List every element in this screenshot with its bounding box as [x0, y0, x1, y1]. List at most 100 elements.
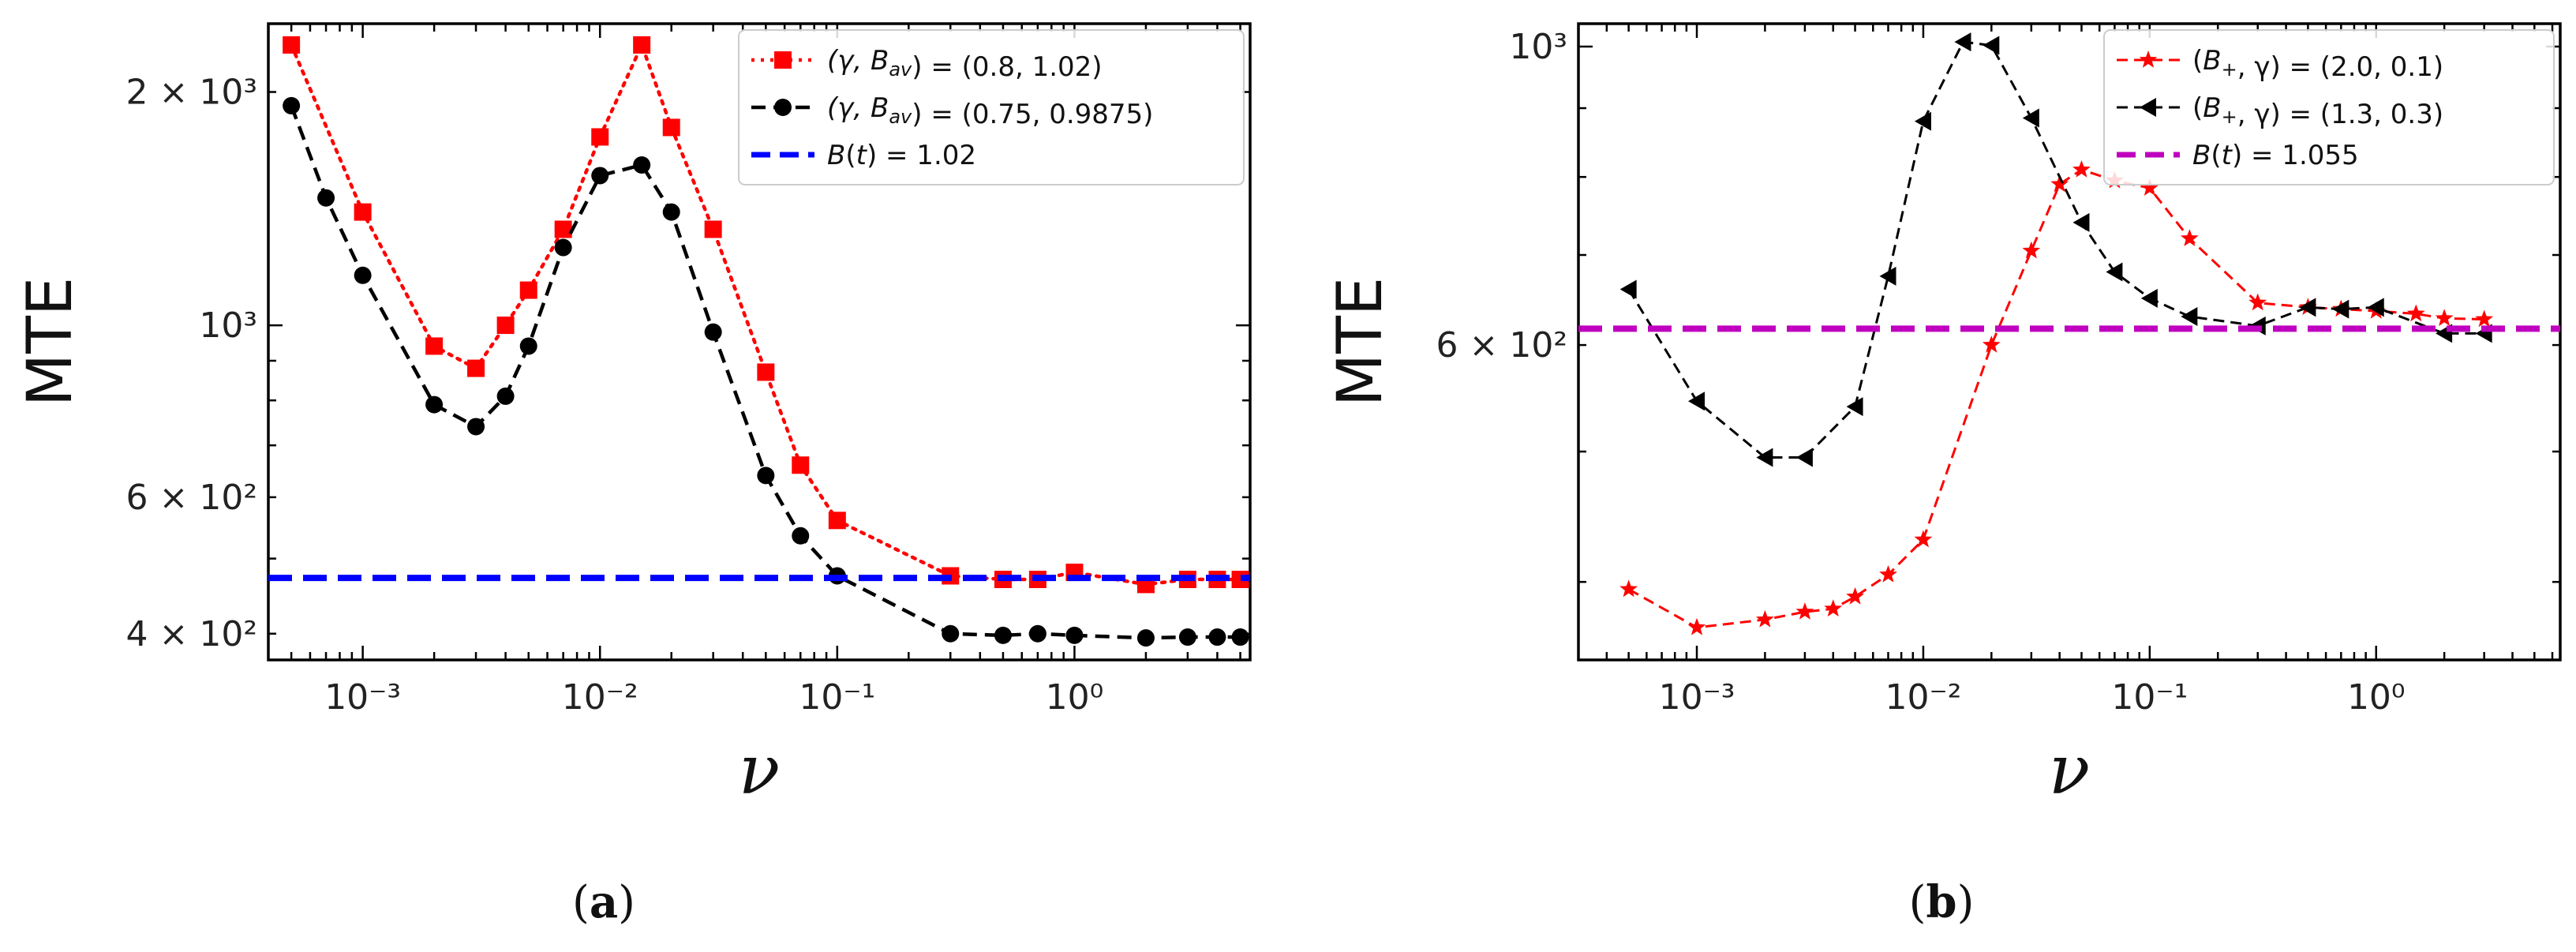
x-tick-label: 10⁻¹ [799, 677, 875, 718]
data-point [2022, 241, 2041, 259]
x-tick-label: 10⁻² [1885, 677, 1962, 718]
data-point [662, 118, 680, 137]
legend-entry: B(t) = 1.02 [751, 140, 976, 171]
tick-labels: 10⁻³ 10⁻² 10⁻¹ 10⁰ 4 × 10² 6 × 10² 10³ 2 × 10³ [126, 73, 1104, 718]
tick-marks [267, 24, 1250, 660]
legend-label: B(t) = 1.055 [2192, 140, 2359, 171]
data-point [591, 167, 609, 185]
data-point [1879, 565, 1897, 583]
y-axis-label: MTE [1325, 277, 1396, 407]
plot-area [1578, 32, 2560, 635]
data-point [2140, 178, 2159, 196]
data-point [1824, 599, 1843, 617]
data-point [662, 203, 680, 221]
series-2 [283, 96, 1249, 647]
data-point [2435, 309, 2454, 326]
legend-label: B(t) = 1.02 [827, 140, 976, 171]
data-point [2050, 174, 2069, 193]
data-point [467, 359, 485, 377]
data-point [1756, 609, 1774, 628]
data-point [1687, 617, 1706, 635]
legend-label: (γ, Bav) = (0.75, 0.9875) [827, 92, 1153, 130]
x-axis-label: ν [2049, 731, 2090, 810]
legend-label: (B+, γ) = (1.3, 0.3) [2192, 92, 2443, 130]
data-point [1231, 628, 1249, 647]
data-point [828, 512, 846, 530]
plot-area [268, 36, 1250, 647]
data-point [1619, 279, 1637, 299]
data-point [317, 189, 335, 207]
data-point [1982, 335, 2001, 353]
legend-box [2103, 29, 2555, 186]
data-point [591, 128, 609, 146]
data-point [1914, 111, 1931, 131]
y-tick-label: 6 × 10² [126, 478, 257, 518]
legend-marker [774, 51, 792, 69]
data-point [1983, 36, 2000, 55]
tick-labels: 10⁻³ 10⁻² 10⁻¹ 10⁰ 6 × 10² 10³ [1436, 27, 2406, 718]
data-point [1136, 629, 1155, 647]
data-point [2072, 160, 2091, 178]
data-point [1846, 587, 1864, 605]
legend-entry: (B+, γ) = (1.3, 0.3) [2117, 92, 2443, 130]
data-point [2181, 229, 2199, 246]
series-line [1627, 168, 2484, 629]
data-point [425, 337, 444, 355]
data-point [1178, 628, 1196, 647]
data-point [792, 527, 810, 545]
y-tick-label: 6 × 10² [1436, 325, 1567, 365]
legend-label: (B+, γ) = (2.0, 0.1) [2192, 45, 2443, 83]
x-tick-label: 10⁻¹ [2111, 677, 2188, 718]
data-point [1756, 448, 1773, 467]
plot-frame [267, 22, 1252, 662]
data-point [942, 624, 960, 643]
data-point [1954, 32, 1971, 52]
legend-marker [774, 99, 792, 116]
legend-entry: B(t) = 1.055 [2117, 140, 2359, 171]
data-point [283, 36, 301, 54]
legend-label: (γ, Bav) = (0.8, 1.02) [827, 45, 1103, 83]
data-point [633, 36, 651, 54]
data-point [792, 456, 810, 474]
caption-a: (a) [572, 876, 635, 928]
data-point [554, 220, 572, 238]
legend-box [738, 29, 1245, 186]
data-point [633, 156, 651, 174]
data-point [757, 363, 775, 381]
data-point [519, 281, 537, 299]
data-point [2140, 288, 2158, 308]
data-point [425, 395, 444, 414]
data-point [1795, 602, 1814, 620]
data-point [1065, 626, 1084, 644]
legend-marker [2139, 51, 2158, 68]
data-point [1619, 579, 1638, 598]
data-point [2367, 298, 2384, 317]
data-point [1914, 530, 1933, 548]
data-point [1688, 392, 1705, 411]
data-point [1208, 628, 1226, 647]
legend-entry: (B+, γ) = (2.0, 0.1) [2117, 45, 2443, 83]
panel-b: 10⁻³ 10⁻² 10⁻¹ 10⁰ 6 × 10² 10³ (B+, γ) = (2.0… [1325, 22, 2562, 928]
data-point [519, 337, 537, 355]
data-point [2106, 262, 2123, 282]
y-tick-label: 10³ [199, 305, 257, 346]
legend: (B+, γ) = (2.0, 0.1) (B+, γ) = (1.3, 0.3)… [2103, 29, 2555, 186]
legend-entry: (γ, Bav) = (0.75, 0.9875) [751, 92, 1153, 130]
data-point [354, 203, 372, 221]
data-point [2299, 298, 2316, 317]
data-point [994, 626, 1012, 644]
plot-frame [1577, 22, 2562, 662]
data-point [2022, 108, 2039, 128]
x-axis-label: ν [739, 731, 780, 810]
data-point [1028, 624, 1046, 643]
data-point [757, 467, 775, 485]
data-point [496, 387, 515, 405]
legend-entry: (γ, Bav) = (0.8, 1.02) [751, 45, 1103, 83]
data-point [2475, 309, 2494, 328]
y-tick-label: 2 × 10³ [126, 73, 257, 113]
y-tick-label: 4 × 10² [126, 614, 257, 654]
data-point [1846, 397, 1863, 417]
x-tick-label: 10⁻³ [1659, 677, 1735, 718]
